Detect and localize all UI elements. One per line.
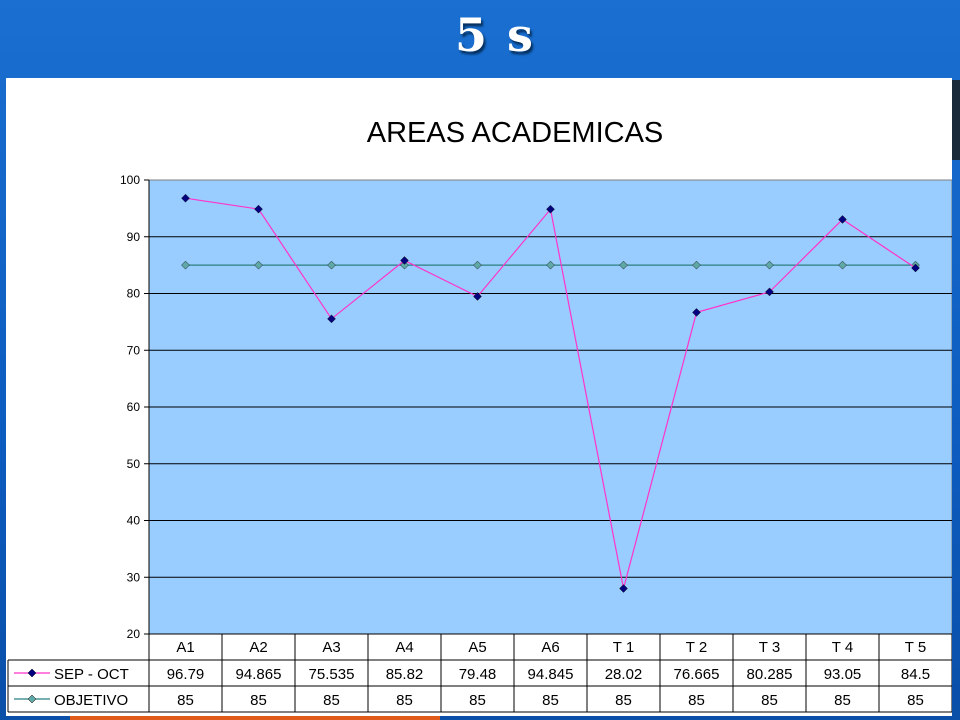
category-label: A2 xyxy=(249,639,267,656)
table-value: 75.535 xyxy=(309,666,355,683)
table-value: 85 xyxy=(542,692,559,709)
line-chart: AREAS ACADEMICAS 100 90 80 70 60 50 40 30 20 A1 A2… xyxy=(7,117,952,713)
category-label: A4 xyxy=(395,639,413,656)
table-value: 84.5 xyxy=(901,666,930,683)
data-point xyxy=(765,260,774,270)
slide-title: 5 s xyxy=(455,8,535,62)
category-label: T 1 xyxy=(613,639,634,656)
data-point xyxy=(838,215,847,224)
table-value: 85 xyxy=(688,692,705,709)
data-point xyxy=(473,292,482,301)
table-value: 76.665 xyxy=(674,666,720,683)
data-point xyxy=(619,584,628,593)
decorative-strip xyxy=(950,80,960,160)
data-point xyxy=(765,287,774,297)
y-tick-label: 30 xyxy=(127,570,141,584)
category-label: T 4 xyxy=(832,639,853,656)
table-value: 85 xyxy=(761,692,778,709)
category-label: A1 xyxy=(176,639,194,656)
data-point xyxy=(254,260,263,270)
table-value: 28.02 xyxy=(605,666,643,683)
y-tick-label: 50 xyxy=(127,457,141,471)
table-value: 85 xyxy=(396,692,413,709)
data-point xyxy=(911,263,920,273)
series-name: SEP - OCT xyxy=(54,666,129,683)
table-value: 85 xyxy=(834,692,851,709)
table-value: 94.865 xyxy=(236,666,282,683)
data-point xyxy=(181,260,190,270)
table-value: 85 xyxy=(323,692,340,709)
data-point xyxy=(692,260,701,270)
series-name: OBJETIVO xyxy=(54,692,128,709)
category-label: T 3 xyxy=(759,639,780,656)
legend-marker xyxy=(27,668,37,678)
chart-panel: AREAS ACADEMICAS 100 90 80 70 60 50 40 30 20 A1 A2… xyxy=(6,78,952,716)
category-label: T 2 xyxy=(686,639,707,656)
table-value: 79.48 xyxy=(459,666,497,683)
data-point xyxy=(400,260,409,270)
data-point xyxy=(546,204,555,214)
y-tick-label: 100 xyxy=(120,173,140,187)
data-point xyxy=(838,260,847,270)
data-point xyxy=(546,260,555,270)
data-point xyxy=(181,193,190,203)
category-label: T 5 xyxy=(905,639,926,656)
table-value: 80.285 xyxy=(747,666,793,683)
table-value: 96.79 xyxy=(167,666,205,683)
y-tick-label: 70 xyxy=(127,343,141,357)
chart-title: AREAS ACADEMICAS xyxy=(367,117,664,149)
decorative-accent-bar xyxy=(70,714,440,720)
data-point xyxy=(400,256,409,265)
table-value: 85 xyxy=(469,692,486,709)
data-point xyxy=(327,260,336,270)
data-point xyxy=(692,308,701,317)
data-point xyxy=(327,314,336,324)
data-point xyxy=(473,260,482,270)
category-label: A5 xyxy=(468,639,486,656)
table-value: 85 xyxy=(907,692,924,709)
table-value: 85 xyxy=(177,692,194,709)
y-tick-label: 60 xyxy=(127,400,141,414)
table-value: 85 xyxy=(615,692,632,709)
y-tick-label: 40 xyxy=(127,514,141,528)
data-point xyxy=(254,204,263,214)
table-value: 93.05 xyxy=(824,666,862,683)
category-label: A3 xyxy=(322,639,340,656)
category-label: A6 xyxy=(541,639,559,656)
y-tick-label: 90 xyxy=(127,230,141,244)
y-tick-label: 20 xyxy=(127,627,141,641)
data-point xyxy=(619,260,628,270)
table-value: 85.82 xyxy=(386,666,424,683)
y-tick-label: 80 xyxy=(127,287,141,301)
table-value: 85 xyxy=(250,692,267,709)
legend-marker xyxy=(27,694,37,704)
table-value: 94.845 xyxy=(528,666,574,683)
